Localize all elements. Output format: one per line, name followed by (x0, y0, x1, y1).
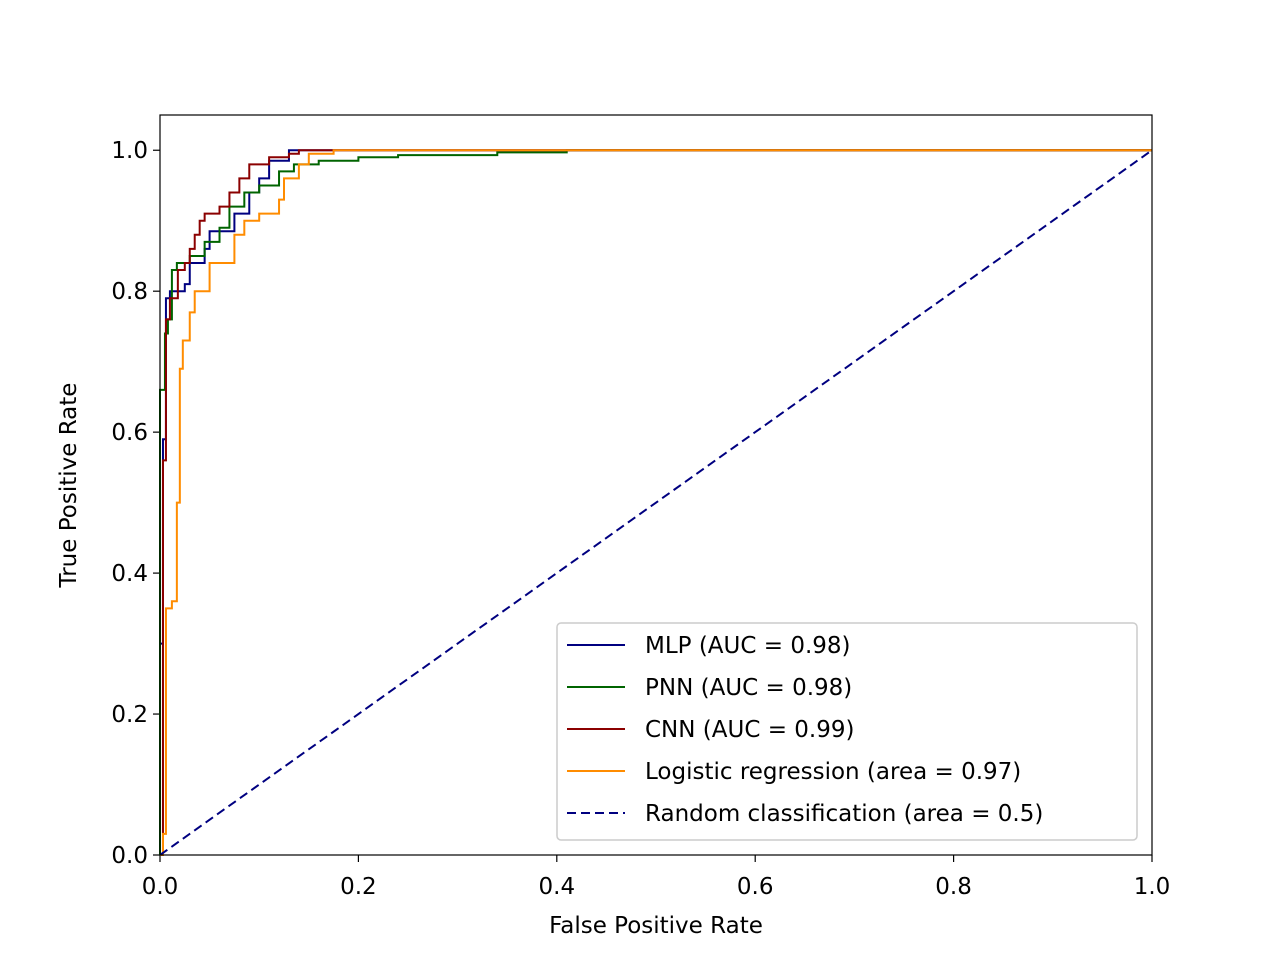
legend-label: CNN (AUC = 0.99) (645, 717, 854, 743)
x-tick-label: 0.4 (539, 874, 576, 900)
legend-label: MLP (AUC = 0.98) (645, 633, 851, 659)
roc-line (160, 149, 1152, 856)
legend-label: Random classification (area = 0.5) (645, 801, 1043, 827)
plot-frame (159, 114, 1153, 856)
x-axis-label: False Positive Rate (549, 913, 763, 939)
roc-line (159, 149, 1153, 856)
legend-label: Logistic regression (area = 0.97) (645, 759, 1021, 785)
y-axis-label: True Positive Rate (56, 383, 82, 589)
y-tick-label: 0.8 (111, 279, 148, 305)
legend-label: PNN (AUC = 0.98) (645, 675, 852, 701)
y-tick-label: 0.4 (111, 561, 148, 587)
y-tick-label: 1.0 (111, 138, 148, 164)
x-tick-label: 0.2 (340, 874, 377, 900)
x-tick-label: 0.6 (737, 874, 774, 900)
y-tick-label: 0.2 (111, 702, 148, 728)
legend-box (556, 622, 1138, 841)
roc-line (159, 149, 1152, 855)
x-tick-label: 1.0 (1134, 874, 1171, 900)
y-tick-label: 0.6 (111, 420, 148, 446)
x-tick-label: 0.8 (935, 874, 972, 900)
x-tick-label: 0.0 (142, 874, 179, 900)
y-tick-label: 0.0 (111, 843, 148, 869)
roc-line (160, 149, 1152, 856)
